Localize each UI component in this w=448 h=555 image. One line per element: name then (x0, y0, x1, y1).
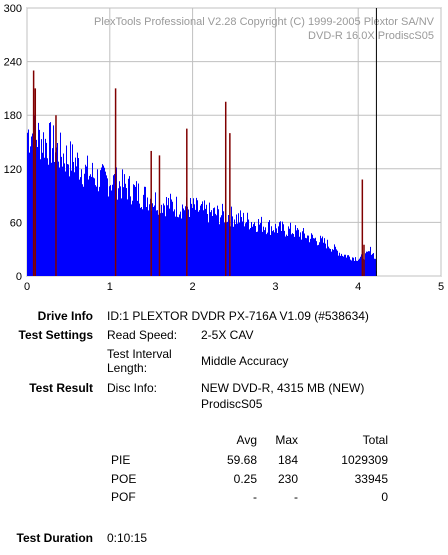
pie-series-area (27, 115, 377, 276)
row-pof-total: 0 (381, 490, 388, 504)
watermark-line-1: PlexTools Professional V2.28 Copyright (… (94, 16, 435, 28)
interval-label-line-2: Length: (107, 361, 148, 375)
test-duration-label: Test Duration (16, 531, 93, 545)
header-max: Max (275, 433, 298, 447)
row-pof-max: - (294, 490, 298, 504)
test-duration-value: 0:10:15 (107, 531, 148, 545)
y-tick-label-0: 0 (16, 271, 22, 283)
row-poe-name: POE (111, 472, 137, 486)
row-pie-name: PIE (111, 453, 131, 467)
disc-info-value-line-2: ProdiscS05 (201, 397, 263, 411)
x-tick-label-4: 4 (355, 281, 361, 293)
x-tick-label-0: 0 (24, 281, 30, 293)
drive-info-label: Drive Info (37, 309, 93, 323)
row-poe-total: 33945 (354, 472, 388, 486)
interval-label-line-1: Test Interval (107, 347, 172, 361)
y-tick-label-5: 300 (4, 3, 22, 15)
x-tick-label-3: 3 (272, 281, 278, 293)
row-pie-avg: 59.68 (226, 453, 257, 467)
x-tick-label-1: 1 (107, 281, 113, 293)
disc-info-label: Disc Info: (107, 381, 158, 395)
x-tick-label-5: 5 (438, 281, 444, 293)
spike-series (32, 70, 365, 276)
y-tick-label-3: 180 (4, 110, 22, 122)
row-pof-avg: - (253, 490, 257, 504)
row-poe-max: 230 (277, 472, 298, 486)
y-tick-label-2: 120 (4, 164, 22, 176)
data-series (27, 115, 377, 276)
header-avg: Avg (236, 433, 257, 447)
test-settings-label: Test Settings (18, 328, 93, 342)
y-axis-ticks: 0 60 120 180 240 300 (4, 3, 22, 283)
x-axis-ticks: 0 1 2 3 4 5 (24, 281, 444, 293)
watermark-line-2: DVD-R 16.0X ProdiscS05 (308, 30, 434, 42)
row-pie-max: 184 (277, 453, 298, 467)
read-speed-label: Read Speed: (107, 328, 178, 342)
y-tick-label-1: 60 (10, 217, 22, 229)
drive-info-value: ID:1 PLEXTOR DVDR PX-716A V1.09 (#538634… (107, 309, 369, 323)
disc-info-value-line-1: NEW DVD-R, 4315 MB (NEW) (201, 381, 365, 395)
read-speed-value: 2-5X CAV (201, 328, 254, 342)
header-total: Total (362, 433, 388, 447)
row-poe-avg: 0.25 (233, 472, 257, 486)
interval-value: Middle Accuracy (201, 354, 289, 368)
row-pof-name: POF (111, 490, 136, 504)
y-tick-label-4: 240 (4, 57, 22, 69)
test-result-label: Test Result (29, 381, 93, 395)
x-tick-label-2: 2 (190, 281, 196, 293)
pi-error-chart: PlexTools Professional V2.28 Copyright (… (4, 3, 444, 293)
row-pie-total: 1029309 (341, 453, 388, 467)
